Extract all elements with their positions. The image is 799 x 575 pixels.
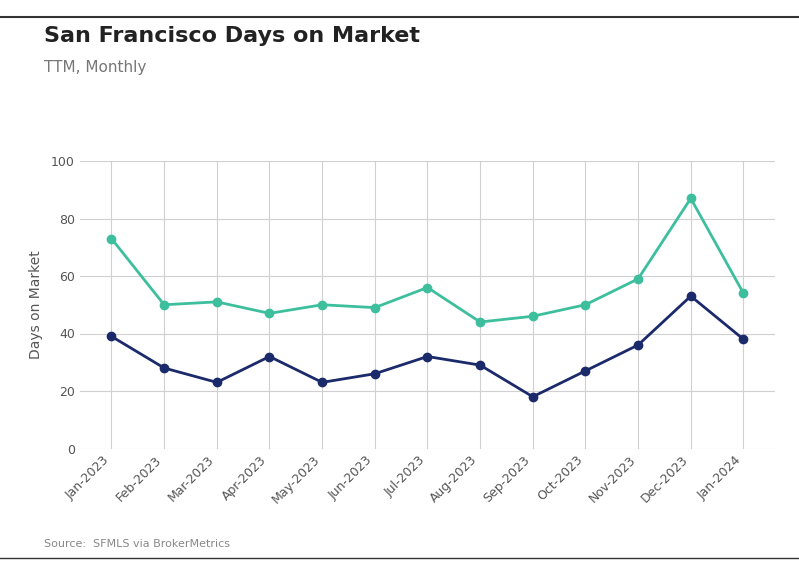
Single-Family Home bbox=[212, 379, 221, 386]
Single-Family Home bbox=[686, 293, 696, 300]
Single-Family Home bbox=[370, 370, 380, 377]
Condo bbox=[581, 301, 590, 308]
Condo bbox=[317, 301, 327, 308]
Single-Family Home bbox=[528, 393, 538, 400]
Condo bbox=[264, 310, 274, 317]
Single-Family Home bbox=[317, 379, 327, 386]
Line: Condo: Condo bbox=[107, 194, 748, 326]
Line: Single-Family Home: Single-Family Home bbox=[107, 292, 748, 401]
Condo bbox=[738, 290, 748, 297]
Y-axis label: Days on Market: Days on Market bbox=[29, 250, 43, 359]
Single-Family Home bbox=[634, 342, 643, 348]
Single-Family Home bbox=[264, 353, 274, 360]
Condo bbox=[212, 298, 221, 305]
Single-Family Home bbox=[423, 353, 432, 360]
Condo bbox=[159, 301, 169, 308]
Single-Family Home bbox=[581, 367, 590, 374]
Single-Family Home bbox=[738, 336, 748, 343]
Text: TTM, Monthly: TTM, Monthly bbox=[44, 60, 146, 75]
Single-Family Home bbox=[159, 365, 169, 371]
Condo bbox=[634, 275, 643, 282]
Condo bbox=[686, 195, 696, 202]
Text: San Francisco Days on Market: San Francisco Days on Market bbox=[44, 26, 420, 46]
Single-Family Home bbox=[475, 362, 485, 369]
Condo bbox=[423, 284, 432, 291]
Text: Source:  SFMLS via BrokerMetrics: Source: SFMLS via BrokerMetrics bbox=[44, 539, 230, 549]
Condo bbox=[107, 235, 117, 242]
Condo bbox=[370, 304, 380, 311]
Condo bbox=[528, 313, 538, 320]
Single-Family Home bbox=[107, 333, 117, 340]
Condo bbox=[475, 319, 485, 325]
